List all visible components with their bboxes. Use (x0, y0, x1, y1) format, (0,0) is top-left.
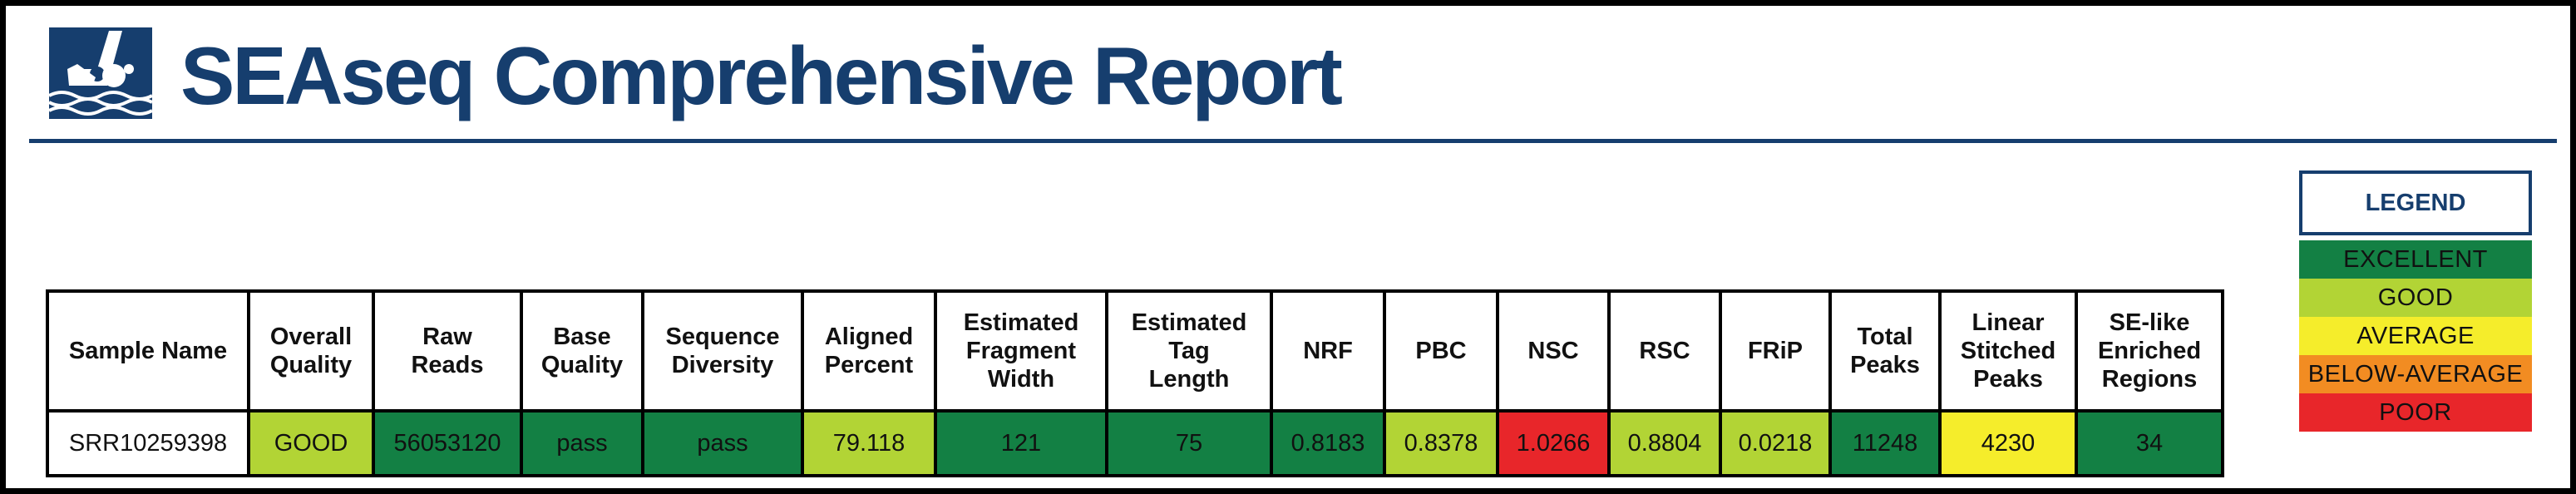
column-header: RSC (1607, 289, 1722, 412)
table-row: SRR10259398 GOOD 56053120 pass pass 79.118 121… (46, 409, 2224, 477)
metric-cell: 0.8378 (1383, 409, 1499, 477)
metric-cell: pass (520, 409, 644, 477)
qc-report-table: Sample Name Overall Quality Raw Reads Base Qua… (46, 289, 2224, 477)
metric-cell: 79.118 (801, 409, 937, 477)
metric-cell: 0.8183 (1270, 409, 1386, 477)
column-header: Aligned Percent (801, 289, 937, 412)
table-body: SRR10259398 GOOD 56053120 pass pass 79.118 121… (46, 409, 2224, 477)
column-header: Sequence Diversity (641, 289, 804, 412)
column-header: PBC (1383, 289, 1499, 412)
legend-title: LEGEND (2299, 170, 2532, 235)
page-title: SEAseq Comprehensive Report (180, 30, 1343, 121)
legend-item-excellent: EXCELLENT (2299, 240, 2532, 279)
metric-cell: 4230 (1938, 409, 2078, 477)
legend-item-good: GOOD (2299, 279, 2532, 317)
title-divider (29, 139, 2557, 143)
column-header: NSC (1496, 289, 1611, 412)
column-header: Estimated Tag Length (1105, 289, 1273, 412)
metric-cell: 0.0218 (1719, 409, 1832, 477)
metric-cell: pass (641, 409, 804, 477)
column-header: Overall Quality (247, 289, 375, 412)
column-header: Total Peaks (1828, 289, 1942, 412)
metric-cell: 1.0266 (1496, 409, 1611, 477)
column-header: Raw Reads (372, 289, 523, 412)
column-header: Sample Name (46, 289, 250, 412)
metric-cell: 75 (1105, 409, 1273, 477)
metric-cell: 56053120 (372, 409, 523, 477)
seaseq-logo-icon (49, 27, 152, 119)
column-header: Linear Stitched Peaks (1938, 289, 2078, 412)
table-header-row: Sample Name Overall Quality Raw Reads Base Qua… (46, 289, 2224, 412)
legend-item-poor: POOR (2299, 393, 2532, 432)
metric-cell: 34 (2075, 409, 2224, 477)
legend-items: EXCELLENT GOOD AVERAGE BELOW-AVERAGE POOR (2299, 240, 2532, 432)
legend: LEGEND EXCELLENT GOOD AVERAGE BELOW-AVERAGE… (2299, 170, 2532, 432)
column-header: SE-like Enriched Regions (2075, 289, 2224, 412)
legend-item-average: AVERAGE (2299, 317, 2532, 355)
column-header: Base Quality (520, 289, 644, 412)
metric-cell: 0.8804 (1607, 409, 1722, 477)
metric-cell: GOOD (247, 409, 375, 477)
metric-cell: 11248 (1828, 409, 1942, 477)
metric-cell: 121 (934, 409, 1108, 477)
legend-item-below-average: BELOW-AVERAGE (2299, 355, 2532, 393)
column-header: NRF (1270, 289, 1386, 412)
sample-name-cell: SRR10259398 (46, 409, 250, 477)
column-header: Estimated Fragment Width (934, 289, 1108, 412)
column-header: FRiP (1719, 289, 1832, 412)
